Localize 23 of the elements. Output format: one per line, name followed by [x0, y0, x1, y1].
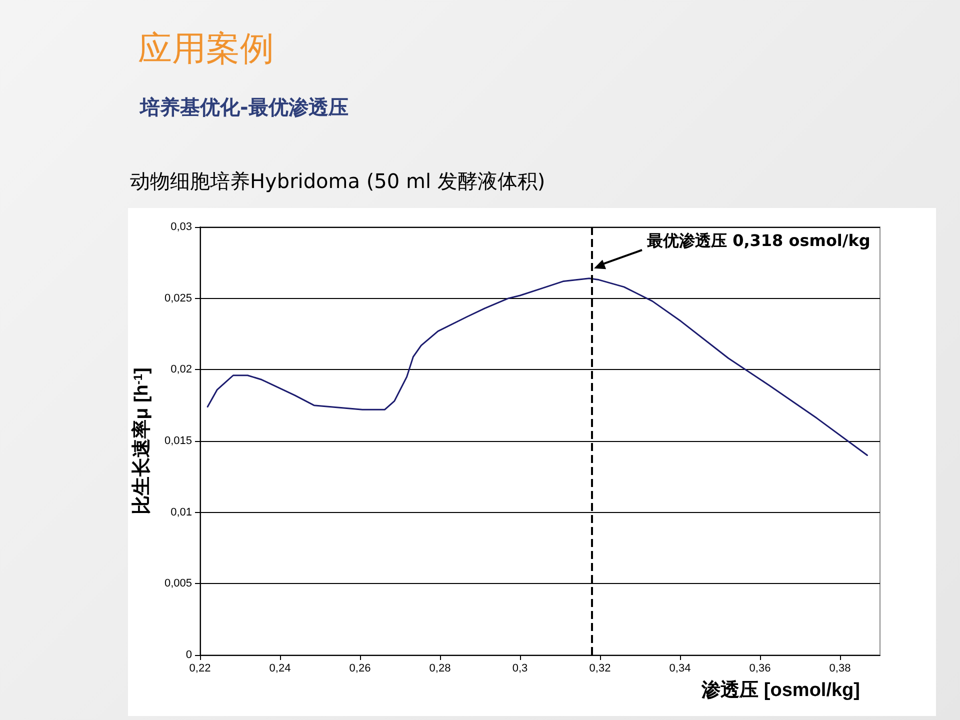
y-tick-label: 0,025	[164, 292, 192, 304]
chart-title: 应用案例	[138, 28, 274, 71]
x-tick-label: 0,36	[749, 662, 771, 674]
ref-line-label: 最优渗透压 0,318 osmol/kg	[646, 231, 870, 250]
x-tick-label: 0,38	[829, 662, 851, 674]
x-tick-label: 0,24	[269, 662, 291, 674]
y-tick-label: 0,02	[170, 364, 192, 376]
x-tick-label: 0,22	[189, 662, 211, 674]
x-tick-label: 0,28	[429, 662, 451, 674]
x-tick-label: 0,32	[589, 662, 611, 674]
x-tick-label: 0,26	[349, 662, 371, 674]
y-tick-label: 0,005	[164, 578, 192, 590]
line-series	[206, 278, 868, 456]
y-tick-label: 0	[186, 649, 192, 661]
y-tick-label: 0,01	[170, 506, 192, 518]
y-tick-label: 0,03	[170, 221, 192, 233]
text: 动物细胞培养Hybridoma (50 ml 发酵液体积)	[130, 168, 546, 195]
chart-subtitle: 培养基优化-最优渗透压	[140, 94, 348, 121]
y-axis-title: 比生长速率μ [h-1]	[130, 368, 152, 514]
x-axis-title: 渗透压 [osmol/kg]	[700, 679, 860, 701]
y-tick-label: 0,015	[164, 435, 192, 447]
x-tick-label: 0,3	[512, 662, 528, 674]
x-tick-label: 0,34	[669, 662, 691, 674]
